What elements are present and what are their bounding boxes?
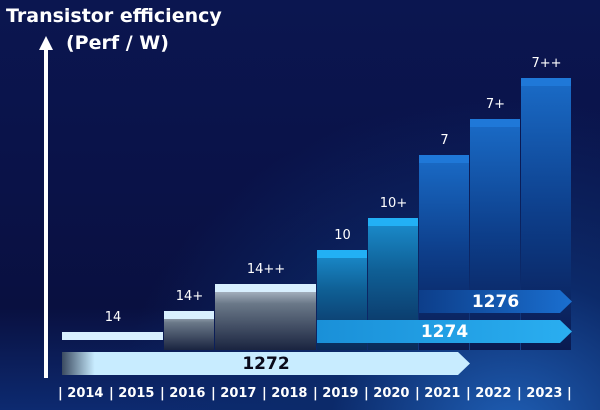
bar-14++ [215,284,316,350]
bar-label-10+: 10+ [379,196,408,211]
year-tick-2019: | 2019 [313,386,359,401]
year-tick-2014: | 2014 [58,386,104,401]
year-tick-2016: | 2016 [160,386,206,401]
bar-label-10: 10 [334,228,351,243]
bar-7+ [470,119,520,350]
year-tick-2018: | 2018 [262,386,308,401]
bar-label-14: 14 [104,310,122,325]
bar-label-14++: 14++ [246,262,286,277]
bar-cap [62,332,163,340]
year-tick-2017: | 2017 [211,386,257,401]
process-arrow-1276: 1276 [419,290,572,313]
year-tick-2015: | 2015 [109,386,155,401]
chart-title-line-1: Transistor efficiency [6,5,222,27]
bar-cap [419,155,469,163]
bar-label-7+: 7+ [485,97,506,112]
bar-cap [215,284,316,292]
y-axis-arrowhead-icon [39,36,53,50]
x-axis-years: | 2014 | 2015 | 2016 | 2017 | 2018 | 2019 | 20… [58,386,572,401]
bar-14+ [164,311,214,350]
bar-cap [470,119,520,127]
chart-title-line-2: (Perf / W) [66,32,169,54]
year-tick-2021: | 2021 [415,386,461,401]
bar-7 [419,155,469,350]
bar-label-14+: 14+ [175,289,204,304]
bar-14 [62,332,163,340]
year-tick-2023: | 2023 | [517,386,572,401]
bar-label-7++: 7++ [531,56,562,71]
year-tick-2020: | 2020 [364,386,410,401]
year-tick-2022: | 2022 [466,386,512,401]
y-axis-arrow [44,48,48,378]
bar-cap [521,78,571,86]
bar-cap [164,311,214,319]
bar-cap [368,218,418,226]
bar-cap [317,250,367,258]
process-arrow-1272: 1272 [62,352,470,375]
process-arrow-1274: 1274 [317,320,572,343]
bar-label-7: 7 [440,133,449,148]
